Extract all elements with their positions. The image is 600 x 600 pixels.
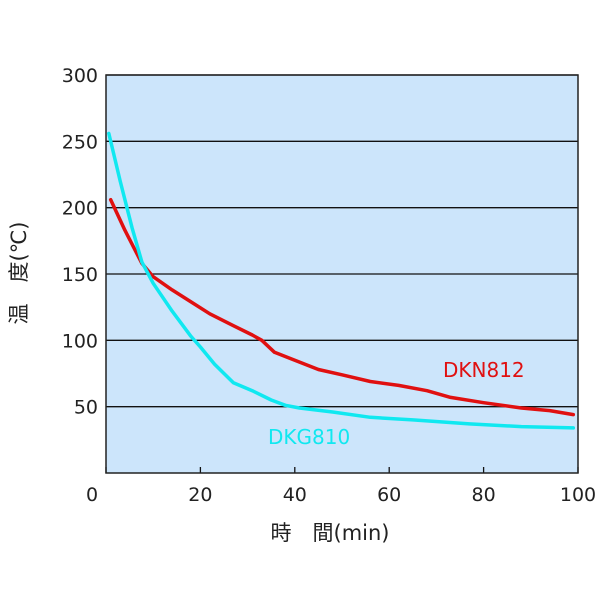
- x-tick-label: 60: [377, 484, 401, 506]
- x-tick-label: 0: [86, 484, 98, 506]
- y-tick-label: 50: [74, 397, 98, 419]
- series-label-dkn812: DKN812: [443, 358, 525, 382]
- x-tick-label: 80: [472, 484, 496, 506]
- series-line-dkg810: [107, 131, 576, 430]
- x-tick-label: 40: [283, 484, 307, 506]
- y-tick-label: 100: [62, 330, 98, 352]
- x-tick-label: 20: [188, 484, 212, 506]
- series-line-dkn812: [108, 197, 576, 417]
- plot-border: [105, 74, 579, 474]
- series-label-dkg810: DKG810: [268, 425, 350, 449]
- y-tick-label: 300: [62, 65, 98, 87]
- y-tick-label: 250: [62, 131, 98, 153]
- y-axis-label: 温 度(℃): [7, 222, 31, 325]
- y-tick-label: 200: [62, 198, 98, 220]
- x-tick-label: 100: [560, 484, 596, 506]
- x-axis-label: 時 間(min): [271, 521, 390, 545]
- y-tick-label: 150: [62, 264, 98, 286]
